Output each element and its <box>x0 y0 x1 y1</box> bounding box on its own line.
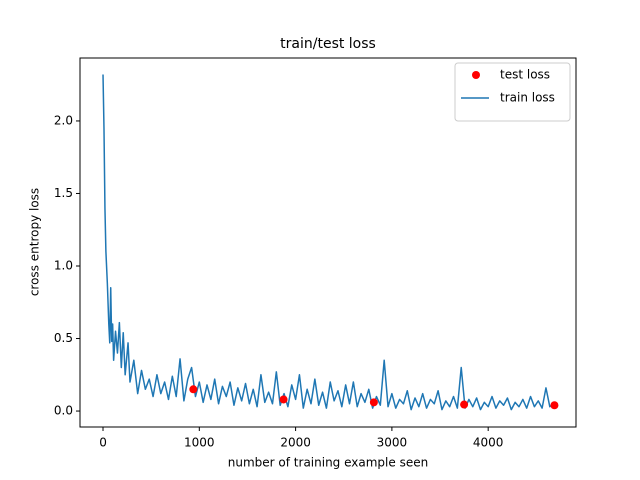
x-tick-label: 4000 <box>473 436 504 450</box>
legend-label: train loss <box>500 91 555 105</box>
legend-marker <box>472 71 480 79</box>
scatter-point <box>550 401 559 410</box>
y-tick-label: 2.0 <box>54 113 73 127</box>
x-tick-label: 2000 <box>280 436 311 450</box>
y-axis-label: cross entropy loss <box>28 188 42 296</box>
scatter-point <box>369 398 378 407</box>
x-axis-label: number of training example seen <box>228 456 428 470</box>
x-tick-label: 0 <box>99 436 107 450</box>
y-tick-label: 0.0 <box>54 404 73 418</box>
plot-frame <box>79 57 577 428</box>
x-tick-label: 3000 <box>377 436 408 450</box>
y-tick-label: 0.5 <box>54 331 73 345</box>
chart-title: train/test loss <box>280 36 376 52</box>
legend-label: test loss <box>500 68 550 82</box>
y-tick-label: 1.0 <box>54 258 73 272</box>
scatter-point <box>460 400 469 409</box>
y-tick-label: 1.5 <box>54 186 73 200</box>
legend-box <box>454 62 571 122</box>
x-tick-label: 1000 <box>184 436 215 450</box>
scatter-point <box>279 395 288 404</box>
scatter-point <box>189 385 198 394</box>
train-line <box>102 74 555 411</box>
